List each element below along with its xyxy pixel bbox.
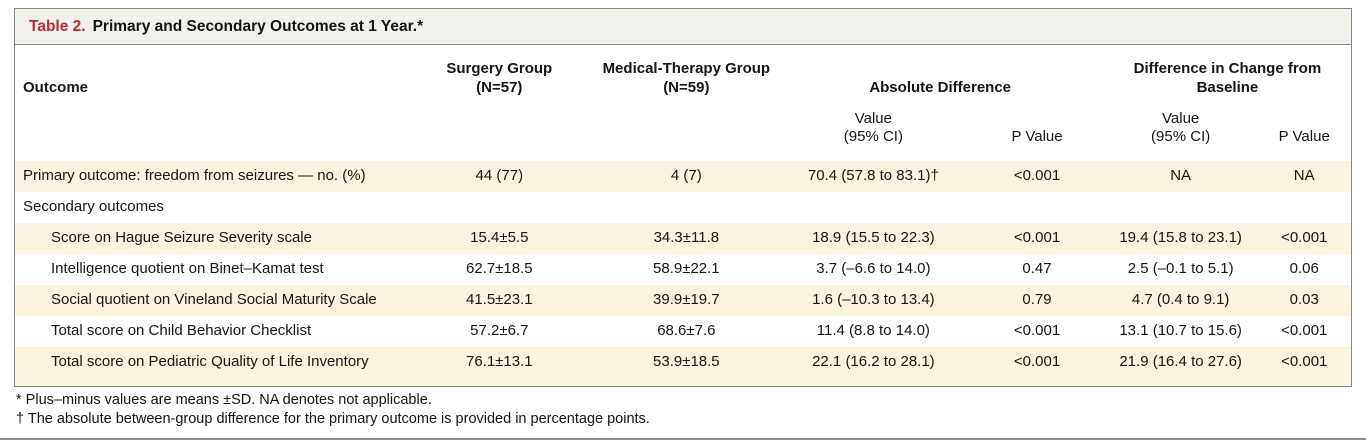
col-header-difference-in-change: Difference in Change from Baseline bbox=[1133, 60, 1322, 96]
table-row-child-behavior-checklist: Total score on Child Behavior Checklist … bbox=[15, 316, 1351, 347]
cell: 76.1±13.1 bbox=[465, 353, 533, 370]
cell: <0.001 bbox=[1013, 167, 1061, 184]
cell: 21.9 (16.4 to 27.6) bbox=[1119, 353, 1242, 370]
outcome-label: Total score on Child Behavior Checklist bbox=[51, 322, 312, 339]
subheader-empty bbox=[15, 100, 402, 162]
cell: <0.001 bbox=[1281, 353, 1328, 370]
cell: 4 (7) bbox=[670, 167, 702, 184]
table-row-pediatric-quality-of-life: Total score on Pediatric Quality of Life… bbox=[15, 347, 1351, 386]
cell: <0.001 bbox=[1281, 322, 1328, 339]
cell: 53.9±18.5 bbox=[653, 353, 720, 370]
cell: 39.9±19.7 bbox=[653, 291, 720, 308]
cell bbox=[777, 192, 971, 223]
cell: 57.2±6.7 bbox=[470, 322, 529, 339]
subheader-change-p-value: P Value bbox=[1278, 128, 1330, 146]
cell: 3.7 (–6.6 to 14.0) bbox=[816, 260, 931, 277]
outcome-label: Social quotient on Vineland Social Matur… bbox=[51, 291, 377, 308]
cell: 4.7 (0.4 to 9.1) bbox=[1131, 291, 1230, 308]
cell: 22.1 (16.2 to 28.1) bbox=[812, 353, 935, 370]
footnotes: * Plus–minus values are means ±SD. NA de… bbox=[16, 391, 1346, 429]
cell: NA bbox=[1293, 167, 1315, 184]
table-number-label: Table 2. bbox=[29, 18, 86, 35]
outcomes-table: Outcome Surgery Group (N=57) Medical-The… bbox=[15, 45, 1351, 386]
cell: 58.9±22.1 bbox=[653, 260, 720, 277]
cell bbox=[970, 192, 1104, 223]
table-row-hague-severity: Score on Hague Seizure Severity scale 15… bbox=[15, 223, 1351, 254]
cell: <0.001 bbox=[1013, 229, 1061, 246]
table-header: Outcome Surgery Group (N=57) Medical-The… bbox=[15, 45, 1351, 161]
outcomes-table-card: Table 2. Primary and Secondary Outcomes a… bbox=[14, 8, 1352, 387]
bottom-divider bbox=[0, 438, 1366, 440]
cell: 44 (77) bbox=[475, 167, 524, 184]
cell bbox=[402, 192, 596, 223]
cell: 34.3±11.8 bbox=[653, 229, 720, 246]
cell: 18.9 (15.5 to 22.3) bbox=[812, 229, 935, 246]
cell: 15.4±5.5 bbox=[470, 229, 529, 246]
subheader-change-value-ci: Value (95% CI) bbox=[1151, 109, 1211, 146]
cell bbox=[1257, 192, 1351, 223]
table-row-social-quotient: Social quotient on Vineland Social Matur… bbox=[15, 285, 1351, 316]
cell: 0.47 bbox=[1022, 260, 1052, 277]
cell: 0.79 bbox=[1022, 291, 1052, 308]
outcome-label: Primary outcome: freedom from seizures —… bbox=[23, 167, 366, 184]
cell: 41.5±23.1 bbox=[465, 291, 533, 308]
table-row-intelligence-quotient: Intelligence quotient on Binet–Kamat tes… bbox=[15, 254, 1351, 285]
footnote-dagger: † The absolute between-group difference … bbox=[16, 411, 650, 427]
table-body: Primary outcome: freedom from seizures —… bbox=[15, 161, 1351, 386]
cell: <0.001 bbox=[1013, 322, 1061, 339]
subheader-empty bbox=[596, 100, 776, 162]
outcome-label: Total score on Pediatric Quality of Life… bbox=[51, 353, 369, 370]
footnote-asterisk: * Plus–minus values are means ±SD. NA de… bbox=[16, 392, 432, 408]
table-title-text: Primary and Secondary Outcomes at 1 Year… bbox=[92, 18, 424, 35]
subheader-abs-p-value: P Value bbox=[1011, 128, 1063, 146]
cell: <0.001 bbox=[1013, 353, 1061, 370]
table-row-primary-outcome: Primary outcome: freedom from seizures —… bbox=[15, 161, 1351, 192]
cell: 70.4 (57.8 to 83.1)† bbox=[807, 167, 939, 184]
header-row-sub: Value (95% CI) P Value Value (95% CI) P … bbox=[15, 100, 1351, 162]
table-title: Table 2. Primary and Secondary Outcomes a… bbox=[15, 9, 1351, 45]
cell: 62.7±18.5 bbox=[465, 260, 533, 277]
header-row-groups: Outcome Surgery Group (N=57) Medical-The… bbox=[15, 45, 1351, 100]
cell: 0.03 bbox=[1289, 291, 1319, 308]
col-header-surgery-group: Surgery Group (N=57) bbox=[446, 60, 553, 96]
table-row-secondary-outcomes-heading: Secondary outcomes bbox=[15, 192, 1351, 223]
cell: 13.1 (10.7 to 15.6) bbox=[1119, 322, 1242, 339]
outcome-label: Score on Hague Seizure Severity scale bbox=[51, 229, 312, 246]
col-header-outcome: Outcome bbox=[23, 78, 89, 96]
cell bbox=[596, 192, 776, 223]
col-header-medical-therapy-group: Medical-Therapy Group (N=59) bbox=[602, 60, 771, 96]
col-header-absolute-difference: Absolute Difference bbox=[869, 78, 1012, 96]
subheader-abs-value-ci: Value (95% CI) bbox=[843, 109, 903, 146]
cell: 1.6 (–10.3 to 13.4) bbox=[812, 291, 935, 308]
cell: 19.4 (15.8 to 23.1) bbox=[1119, 229, 1242, 246]
outcome-label: Intelligence quotient on Binet–Kamat tes… bbox=[51, 260, 324, 277]
cell: <0.001 bbox=[1281, 229, 1328, 246]
cell: 68.6±7.6 bbox=[657, 322, 716, 339]
cell bbox=[1104, 192, 1258, 223]
cell: 2.5 (–0.1 to 5.1) bbox=[1127, 260, 1234, 277]
cell: 0.06 bbox=[1289, 260, 1319, 277]
cell: NA bbox=[1170, 167, 1192, 184]
subheader-empty bbox=[402, 100, 596, 162]
cell: 11.4 (8.8 to 14.0) bbox=[816, 322, 930, 339]
section-label: Secondary outcomes bbox=[23, 198, 164, 215]
